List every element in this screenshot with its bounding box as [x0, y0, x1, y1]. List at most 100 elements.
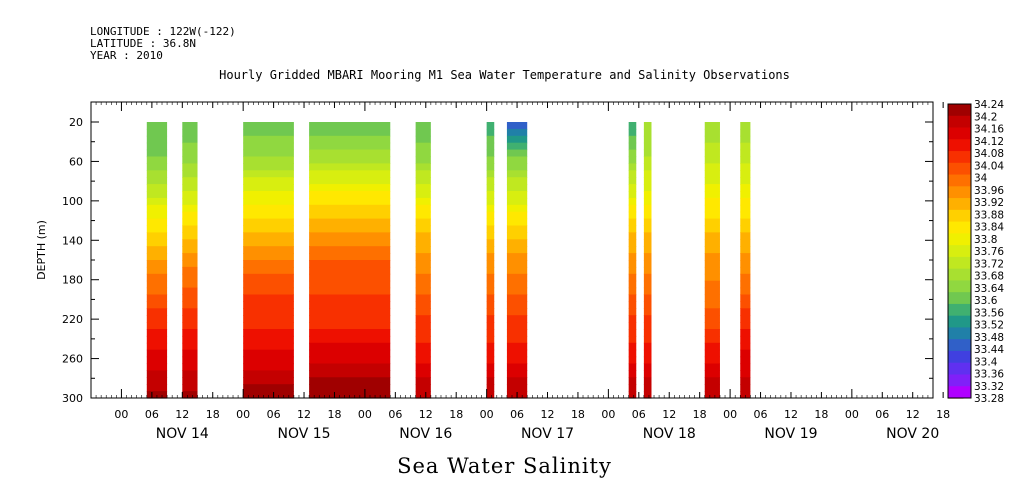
data-cell	[506, 246, 528, 254]
data-cell	[506, 363, 528, 371]
data-cell	[740, 197, 751, 206]
data-cell	[415, 370, 431, 378]
data-cell	[415, 377, 431, 385]
data-cell	[243, 239, 294, 247]
data-cell	[415, 294, 431, 302]
data-cell	[182, 170, 198, 178]
data-column	[243, 122, 294, 399]
colorbar-swatch	[948, 162, 971, 176]
data-cell	[704, 246, 720, 254]
data-cell	[146, 142, 168, 151]
colorbar-label: 33.52	[974, 320, 1004, 332]
data-cell	[146, 349, 168, 358]
x-tick-label: 18	[206, 408, 220, 421]
colorbar-label: 34.08	[974, 148, 1004, 160]
colorbar-label: 34	[974, 173, 988, 185]
data-cell	[415, 253, 431, 261]
data-cell	[643, 377, 652, 385]
data-cell	[628, 239, 637, 247]
data-cell	[506, 177, 528, 185]
data-cell	[415, 218, 431, 227]
data-cell	[628, 384, 637, 392]
colorbar-label: 33.92	[974, 197, 1004, 209]
data-cell	[486, 342, 495, 351]
data-cell	[243, 349, 294, 358]
data-cell	[740, 315, 751, 323]
data-cell	[486, 135, 495, 144]
data-cell	[182, 308, 198, 316]
data-cell	[740, 128, 751, 137]
data-cell	[643, 322, 652, 330]
data-cell	[628, 370, 637, 378]
data-cell	[415, 280, 431, 289]
colorbar-swatch	[948, 268, 971, 281]
data-cell	[146, 128, 168, 137]
data-cell	[704, 239, 720, 247]
colorbar-swatch	[948, 139, 971, 152]
data-cell	[486, 122, 495, 130]
data-cell	[506, 329, 528, 337]
x-tick-label: 18	[693, 408, 707, 421]
data-cell	[643, 349, 652, 358]
data-cell	[704, 135, 720, 144]
data-cell	[182, 239, 198, 247]
colorbar-swatch	[948, 292, 971, 305]
data-cell	[704, 356, 720, 365]
x-day-label: NOV 16	[399, 426, 452, 442]
data-cell	[486, 335, 495, 344]
data-cell	[643, 301, 652, 309]
data-cell	[486, 273, 495, 282]
data-cell	[415, 191, 431, 199]
data-cell	[506, 225, 528, 233]
y-tick-label: 100	[62, 195, 83, 208]
data-cell	[704, 149, 720, 158]
x-tick-label: 12	[419, 408, 433, 421]
data-cell	[243, 218, 294, 227]
data-cell	[486, 184, 495, 192]
data-cell	[415, 142, 431, 151]
data-cell	[643, 142, 652, 151]
data-cell	[146, 253, 168, 261]
data-cell	[415, 177, 431, 185]
colorbar-label: 33.44	[974, 344, 1004, 356]
data-cell	[309, 218, 391, 227]
data-cell	[486, 356, 495, 365]
data-cell	[243, 170, 294, 178]
data-column	[415, 122, 431, 399]
data-cell	[704, 218, 720, 227]
data-cell	[486, 149, 495, 158]
data-cell	[740, 322, 751, 330]
x-tick-label: 06	[632, 408, 646, 421]
data-cell	[643, 280, 652, 289]
data-column	[309, 122, 391, 399]
data-cell	[146, 342, 168, 351]
data-cell	[704, 211, 720, 220]
data-cell	[243, 322, 294, 330]
colorbar-label: 33.36	[974, 369, 1004, 381]
data-cell	[506, 163, 528, 171]
data-cell	[506, 142, 528, 151]
y-tick-label: 260	[62, 353, 83, 366]
data-cell	[740, 335, 751, 344]
data-cell	[628, 156, 637, 164]
data-cell	[740, 377, 751, 385]
data-cell	[704, 191, 720, 199]
data-cell	[628, 356, 637, 365]
data-cell	[243, 377, 294, 385]
data-cell	[506, 211, 528, 220]
data-cell	[704, 322, 720, 330]
colorbar-swatch	[948, 374, 971, 387]
data-cell	[182, 349, 198, 358]
y-axis-title: DEPTH (m)	[35, 220, 48, 280]
data-cell	[704, 287, 720, 296]
data-cell	[309, 280, 391, 289]
data-cell	[309, 301, 391, 309]
data-cell	[628, 135, 637, 144]
x-tick-label: 12	[784, 408, 798, 421]
colorbar-swatch	[948, 362, 971, 375]
data-cell	[704, 225, 720, 233]
data-cell	[643, 239, 652, 247]
data-cell	[415, 232, 431, 240]
data-cell	[628, 204, 637, 213]
data-cell	[486, 363, 495, 371]
